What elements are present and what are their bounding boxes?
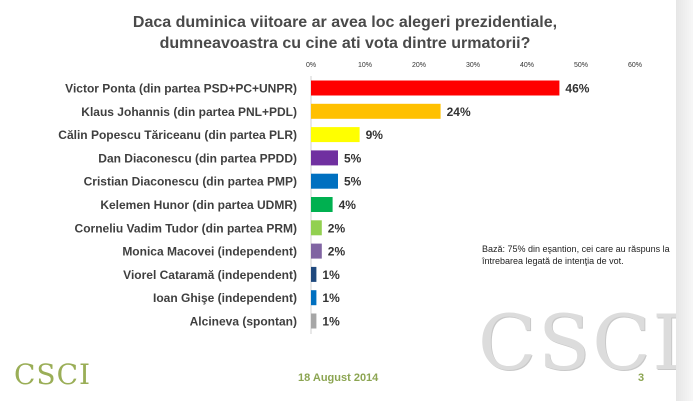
category-label: Călin Popescu Tăriceanu (din partea PLR) bbox=[58, 128, 297, 142]
bar bbox=[311, 313, 317, 329]
footer-date: 18 August 2014 bbox=[298, 372, 379, 384]
value-label: 24% bbox=[447, 105, 471, 119]
category-label: Alcineva (spontan) bbox=[190, 315, 297, 329]
x-tick-label: 0% bbox=[306, 62, 316, 69]
category-label: Viorel Cataramă (independent) bbox=[123, 268, 297, 282]
bar bbox=[311, 243, 322, 259]
bar bbox=[311, 220, 322, 236]
chart-title-line-2: dumneavoastra cu cine ati vota dintre ur… bbox=[159, 35, 531, 52]
chart-title-line-1: Daca duminica viitoare ar avea loc alege… bbox=[132, 14, 558, 31]
category-label: Kelemen Hunor (din partea UDMR) bbox=[100, 198, 297, 212]
category-label: Cristian Diaconescu (din partea PMP) bbox=[84, 175, 297, 189]
value-label: 2% bbox=[328, 245, 346, 259]
x-tick-label: 20% bbox=[412, 62, 426, 69]
x-tick-label: 40% bbox=[520, 62, 534, 69]
x-tick-label: 10% bbox=[358, 62, 372, 69]
footer-logo: CSCI bbox=[14, 358, 92, 391]
value-label: 1% bbox=[322, 291, 340, 305]
bar bbox=[311, 80, 560, 96]
category-label: Ioan Ghişe (independent) bbox=[153, 291, 297, 305]
value-label: 9% bbox=[366, 128, 384, 142]
page-number: 3 bbox=[638, 372, 645, 384]
value-label: 5% bbox=[344, 151, 362, 165]
bar bbox=[311, 173, 338, 189]
category-label: Victor Ponta (din partea PSD+PC+UNPR) bbox=[65, 82, 297, 96]
base-note: Bază: 75% din eşantion, cei care au răsp… bbox=[482, 244, 670, 266]
slide-edge-strip bbox=[676, 0, 693, 401]
category-label: Dan Diaconescu (din partea PPDD) bbox=[98, 151, 297, 165]
watermark-logo: CSCI bbox=[478, 298, 685, 387]
bar bbox=[311, 150, 338, 166]
value-label: 2% bbox=[328, 221, 346, 235]
x-tick-label: 30% bbox=[466, 62, 480, 69]
category-label: Klaus Johannis (din partea PNL+PDL) bbox=[81, 105, 297, 119]
x-tick-label: 60% bbox=[628, 62, 642, 69]
value-label: 4% bbox=[339, 198, 357, 212]
bar bbox=[311, 197, 333, 212]
bar bbox=[311, 103, 441, 119]
value-label: 46% bbox=[565, 82, 589, 96]
bar bbox=[311, 266, 317, 282]
bar bbox=[311, 290, 317, 306]
category-label: Monica Macovei (independent) bbox=[122, 245, 297, 259]
chart-title: Daca duminica viitoare ar avea loc alege… bbox=[60, 12, 630, 54]
x-tick-label: 50% bbox=[574, 62, 588, 69]
value-label: 1% bbox=[322, 315, 340, 329]
bar bbox=[311, 127, 360, 143]
category-label: Corneliu Vadim Tudor (din partea PRM) bbox=[75, 221, 297, 235]
value-label: 5% bbox=[344, 175, 362, 189]
value-label: 1% bbox=[322, 268, 340, 282]
